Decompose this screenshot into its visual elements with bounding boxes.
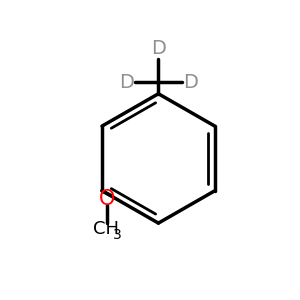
Text: D: D — [151, 39, 166, 58]
Text: O: O — [99, 189, 116, 209]
Text: CH: CH — [93, 220, 119, 238]
Text: D: D — [183, 73, 198, 92]
Text: D: D — [119, 73, 134, 92]
Text: 3: 3 — [113, 228, 122, 242]
